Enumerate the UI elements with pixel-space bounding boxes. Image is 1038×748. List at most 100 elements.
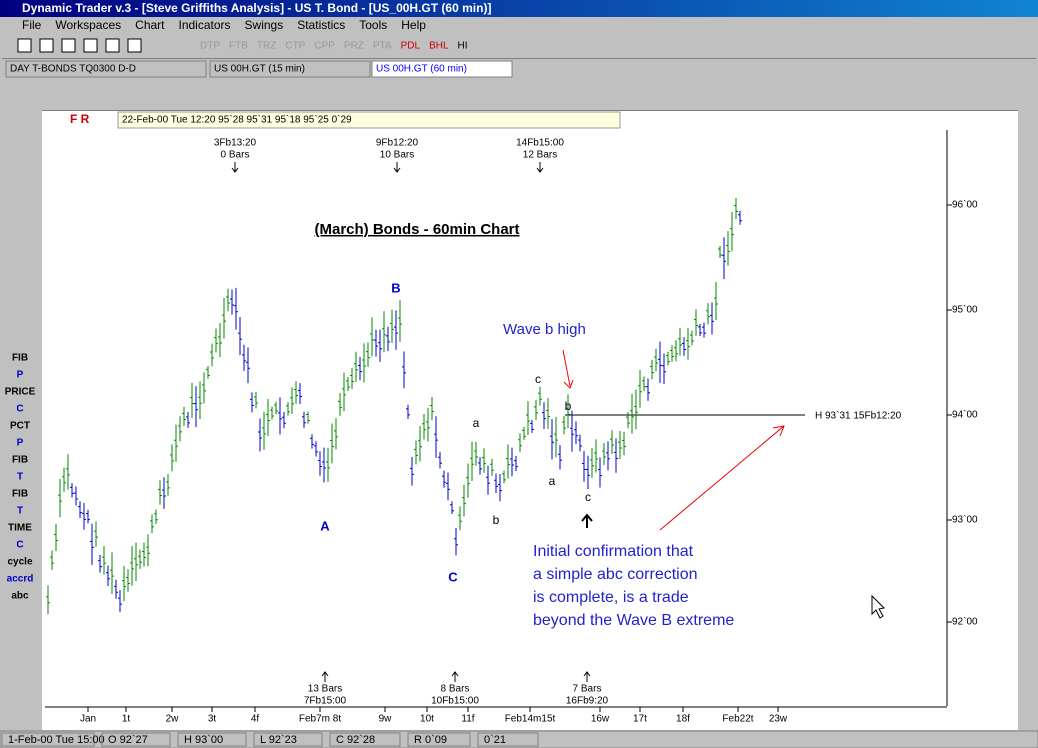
- price-bar: [486, 465, 490, 495]
- price-bar: [58, 478, 62, 518]
- price-bar: [102, 545, 106, 575]
- price-bar: [230, 289, 234, 315]
- price-bar: [138, 549, 142, 569]
- status-bar: [0, 730, 1038, 748]
- price-bar: [634, 389, 638, 430]
- time-label: 17t: [633, 714, 647, 725]
- status-text: O 92`27: [108, 734, 148, 746]
- price-bar: [530, 419, 534, 433]
- price-bar: [582, 451, 586, 482]
- menu-item: Chart: [135, 18, 165, 32]
- time-label: 18f: [676, 714, 690, 725]
- price-bar: [290, 387, 294, 415]
- status-text: L 92`23: [260, 734, 297, 746]
- price-bar: [314, 441, 318, 457]
- price-bar: [370, 317, 374, 357]
- price-bar: [390, 309, 394, 343]
- tool-label: FIB: [12, 353, 28, 364]
- price-bar: [350, 367, 354, 390]
- price-bar: [110, 552, 114, 594]
- tool-label: FIB: [12, 455, 28, 466]
- price-bar: [322, 447, 326, 483]
- toolbar-icon: [83, 38, 98, 53]
- wave-label: C: [448, 569, 458, 584]
- price-bar: [86, 509, 90, 524]
- toolbar-button: CTP: [285, 41, 305, 52]
- price-bar: [702, 322, 706, 338]
- price-bar: [662, 353, 666, 384]
- time-marker: 9Fb12:20: [376, 138, 419, 149]
- time-label: 3t: [208, 714, 217, 725]
- tool-label: T: [17, 472, 23, 483]
- price-bar: [686, 327, 690, 360]
- time-label: Feb7m 8t: [299, 714, 341, 725]
- price-bar: [566, 394, 570, 429]
- price-bar: [294, 381, 298, 404]
- price-bar: [514, 456, 518, 472]
- price-bar: [302, 411, 306, 428]
- price-bar: [562, 415, 566, 435]
- red-arrow: [562, 349, 571, 387]
- price-bar: [658, 341, 662, 383]
- time-label: Feb14m15t: [505, 714, 556, 725]
- price-bar: [674, 340, 678, 362]
- marker-arrow: [231, 162, 239, 173]
- time-label: Feb22t: [722, 714, 753, 725]
- price-bar: [690, 330, 694, 346]
- price-bar: [542, 402, 546, 429]
- window-title: Dynamic Trader v.3 - [Steve Griffiths An…: [22, 1, 491, 15]
- marker-arrow: [536, 162, 544, 173]
- price-bar: [482, 448, 486, 473]
- price-bar: [118, 590, 122, 613]
- price-bar: [506, 444, 510, 479]
- price-bar: [210, 343, 214, 367]
- price-label: 94`00: [952, 409, 978, 421]
- price-bar: [710, 302, 714, 335]
- tool-label: T: [17, 506, 23, 517]
- toolbar-button: PTA: [373, 41, 392, 52]
- red-arrowhead: [772, 425, 785, 437]
- price-bar: [386, 326, 390, 352]
- tool-label: C: [16, 404, 23, 415]
- price-bar: [622, 431, 626, 456]
- chart-title: (March) Bonds - 60min Chart: [314, 221, 519, 238]
- price-bar: [90, 523, 94, 565]
- price-bar: [698, 323, 702, 336]
- price-bar: [250, 392, 254, 413]
- price-bar: [202, 372, 206, 404]
- time-marker: 7 Bars: [573, 684, 602, 695]
- price-bar: [266, 399, 270, 436]
- price-bar: [602, 442, 606, 466]
- tool-label: abc: [11, 591, 29, 602]
- price-bar: [374, 329, 378, 357]
- status-text: 1-Feb-00 Tue 15:00: [8, 734, 105, 746]
- toolbar-button: HI: [458, 41, 468, 52]
- toolbar-button: CPP: [314, 41, 335, 52]
- menu-item: Help: [401, 18, 426, 32]
- price-bar: [98, 554, 102, 573]
- tab: [371, 60, 513, 78]
- price-bar: [618, 431, 622, 459]
- price-bar: [738, 210, 742, 225]
- price-bar: [730, 211, 734, 252]
- price-bar: [330, 423, 334, 464]
- marker-arrow: [451, 671, 459, 682]
- info-flags: F R: [70, 112, 90, 126]
- price-bar: [490, 458, 494, 476]
- status-cell: [253, 732, 323, 747]
- marker-arrow: [583, 671, 591, 682]
- price-bar: [182, 406, 186, 426]
- price-bar: [406, 404, 410, 420]
- wave-note: Wave b high: [503, 321, 586, 338]
- tab: [5, 60, 207, 78]
- price-bar: [606, 441, 610, 471]
- price-bar: [354, 351, 358, 382]
- price-label: 93`00: [952, 514, 978, 526]
- time-marker: 8 Bars: [441, 684, 470, 695]
- price-bar: [338, 393, 342, 416]
- price-bar: [114, 579, 118, 599]
- price-bar: [450, 501, 454, 515]
- price-bars: [46, 197, 742, 615]
- price-bar: [534, 399, 538, 421]
- tab: [209, 60, 371, 78]
